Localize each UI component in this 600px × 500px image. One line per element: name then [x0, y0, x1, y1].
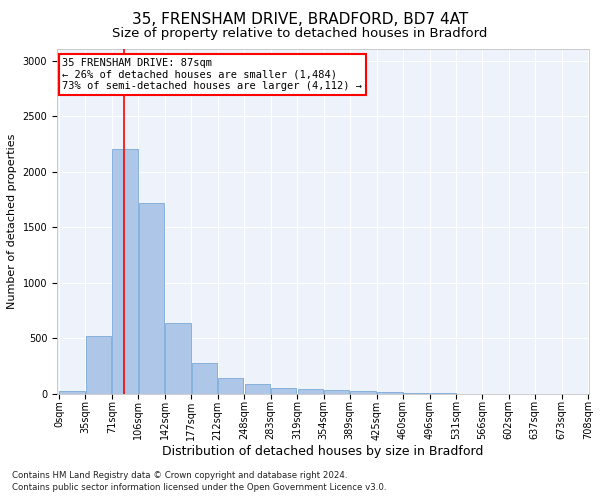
Bar — [166, 323, 191, 394]
Bar — [271, 388, 296, 394]
Bar — [86, 336, 111, 394]
Bar — [245, 384, 271, 394]
Bar — [403, 393, 428, 394]
Bar — [377, 392, 403, 394]
X-axis label: Distribution of detached houses by size in Bradford: Distribution of detached houses by size … — [163, 445, 484, 458]
Text: Size of property relative to detached houses in Bradford: Size of property relative to detached ho… — [112, 28, 488, 40]
Text: 35, FRENSHAM DRIVE, BRADFORD, BD7 4AT: 35, FRENSHAM DRIVE, BRADFORD, BD7 4AT — [132, 12, 468, 28]
Bar — [59, 391, 85, 394]
Bar — [324, 390, 349, 394]
Bar — [350, 391, 376, 394]
Bar — [139, 203, 164, 394]
Text: 35 FRENSHAM DRIVE: 87sqm
← 26% of detached houses are smaller (1,484)
73% of sem: 35 FRENSHAM DRIVE: 87sqm ← 26% of detach… — [62, 58, 362, 92]
Text: Contains public sector information licensed under the Open Government Licence v3: Contains public sector information licen… — [12, 484, 386, 492]
Bar — [298, 390, 323, 394]
Text: Contains HM Land Registry data © Crown copyright and database right 2024.: Contains HM Land Registry data © Crown c… — [12, 471, 347, 480]
Bar — [112, 150, 138, 394]
Y-axis label: Number of detached properties: Number of detached properties — [7, 134, 17, 310]
Bar — [191, 363, 217, 394]
Bar — [218, 378, 244, 394]
